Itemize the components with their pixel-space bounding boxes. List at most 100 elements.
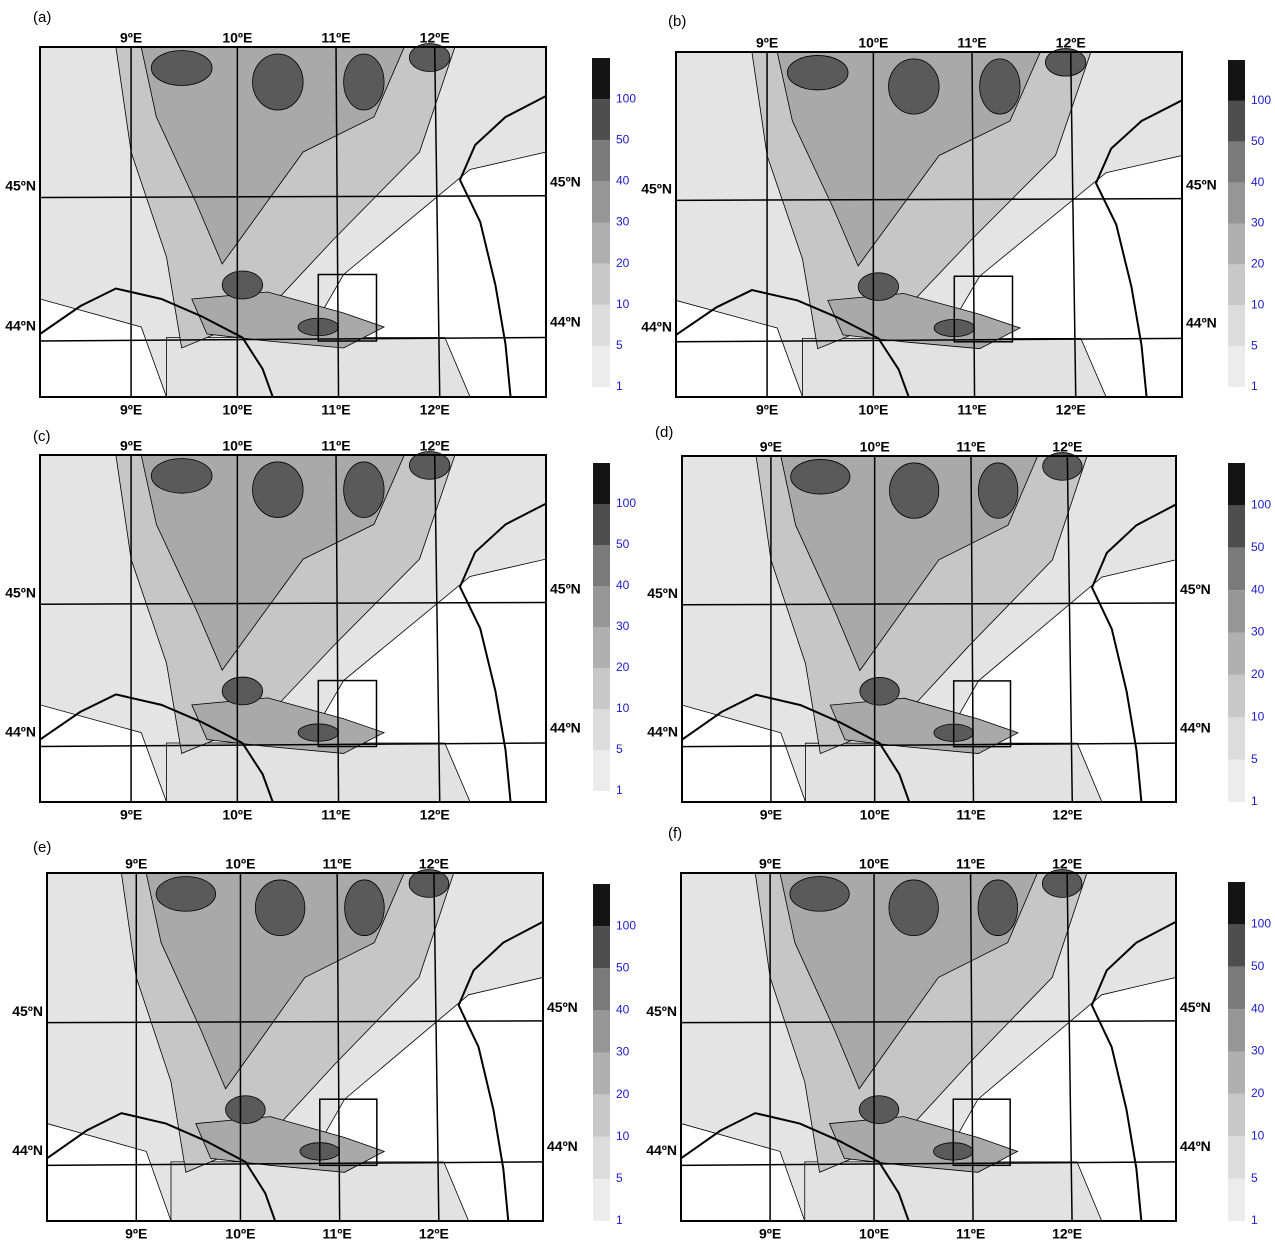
colorbar-label: 1 — [616, 1213, 623, 1227]
colorbar-label: 100 — [1251, 498, 1271, 512]
lon-label-bottom: 11ºE — [956, 807, 985, 823]
panel-label: (d) — [655, 424, 673, 441]
colorbar-label: 100 — [616, 918, 636, 932]
colorbar-label: 40 — [1251, 582, 1265, 596]
lon-label-top: 12ºE — [419, 856, 449, 872]
colorbar-label: 40 — [1251, 175, 1265, 189]
colorbar-label: 40 — [616, 578, 630, 592]
precip-maximum — [408, 43, 451, 72]
colorbar-label: 5 — [1251, 338, 1258, 352]
map-frame — [680, 872, 1177, 1222]
lat-label-left: 45ºN — [641, 181, 672, 197]
lat-label-right: 44ºN — [1186, 315, 1217, 331]
lat-label-left: 45ºN — [5, 585, 36, 601]
subdomain-box — [317, 273, 378, 342]
lon-label-top: 9ºE — [759, 856, 781, 872]
colorbar-label: 40 — [616, 1003, 630, 1017]
colorbar-label: 1 — [1251, 379, 1258, 393]
colorbar-segment — [593, 463, 610, 504]
lat-label-left: 45ºN — [12, 1003, 43, 1019]
precip-contour — [145, 872, 405, 1090]
lon-label-bottom: 12ºE — [420, 807, 450, 823]
colorbar-label: 40 — [616, 174, 630, 188]
colorbar-label: 30 — [1251, 216, 1265, 230]
map-panel: (d) 9ºE 9ºE 10ºE 10ºE 11ºE 11ºE 12ºE 12ºE 45ºN 45º… — [647, 424, 1271, 823]
colorbar-segment — [593, 1094, 610, 1137]
colorbar-segment — [593, 1178, 610, 1221]
lon-label-bottom: 10ºE — [222, 402, 252, 418]
map-frame — [39, 46, 547, 398]
precip-contour — [195, 1116, 386, 1173]
precip-contour — [805, 742, 1103, 803]
precip-maximum — [858, 1095, 900, 1124]
lon-label-bottom: 11ºE — [323, 1226, 352, 1242]
lon-label-top: 9ºE — [120, 438, 142, 454]
lat-label-left: 44ºN — [5, 318, 36, 334]
colorbar-segment — [1228, 547, 1245, 591]
colorbar-label: 5 — [616, 742, 623, 756]
parallel — [680, 1020, 1177, 1024]
precip-maximum — [343, 461, 385, 518]
coastline — [458, 502, 547, 803]
map-panel: (b) 9ºE 9ºE 10ºE 10ºE 11ºE 11ºE 12ºE 12ºE 45ºN 45º… — [641, 13, 1271, 418]
colorbar-label: 100 — [1251, 917, 1271, 931]
colorbar-segment — [1228, 1136, 1245, 1179]
colorbar-label: 5 — [616, 338, 623, 352]
lon-label-bottom: 12ºE — [419, 1226, 449, 1242]
lon-label-top: 11ºE — [321, 30, 350, 46]
lon-label-bottom: 11ºE — [956, 1226, 985, 1242]
colorbar-segment — [593, 968, 610, 1011]
colorbar-label: 50 — [1251, 134, 1265, 148]
map-panel: (f) 9ºE 9ºE 10ºE 10ºE 11ºE 11ºE 12ºE 12ºE 45ºN 45º… — [646, 825, 1271, 1242]
colorbar-segment — [592, 58, 610, 100]
lon-label-top: 10ºE — [860, 439, 890, 455]
lon-label-top: 10ºE — [859, 856, 889, 872]
lon-label-top: 11ºE — [956, 856, 985, 872]
lon-label-top: 12ºE — [1056, 35, 1086, 51]
precip-contour — [802, 337, 1107, 398]
precip-contour — [804, 1161, 1103, 1222]
colorbar-segment — [593, 926, 610, 969]
lat-label-right: 45ºN — [550, 174, 581, 190]
lon-label-top: 11ºE — [957, 35, 986, 51]
precip-maximum — [150, 458, 213, 494]
lon-label-bottom: 9ºE — [759, 1226, 781, 1242]
map-frame — [681, 455, 1177, 803]
precip-contour — [827, 293, 1022, 350]
coastline — [46, 1112, 277, 1222]
precip-contour — [140, 46, 405, 265]
colorbar-label: 10 — [1251, 297, 1265, 311]
colorbar-label: 20 — [1251, 667, 1265, 681]
lon-label-top: 11ºE — [323, 856, 352, 872]
colorbar-segment — [1228, 590, 1245, 633]
colorbar-label: 40 — [1251, 1001, 1265, 1015]
colorbar-label: 50 — [616, 132, 630, 146]
colorbar-label: 5 — [1251, 1171, 1258, 1185]
lon-label-top: 10ºE — [222, 438, 252, 454]
parallel — [680, 1161, 1177, 1167]
colorbar-segment — [593, 668, 610, 709]
lon-label-top: 10ºE — [858, 35, 888, 51]
precip-maximum — [408, 869, 450, 898]
colorbar-segment — [1228, 60, 1245, 101]
lon-label-bottom: 9ºE — [120, 402, 142, 418]
subdomain-box — [952, 1098, 1011, 1167]
precip-maximum — [979, 58, 1021, 115]
lat-label-left: 45ºN — [5, 178, 36, 194]
colorbar-segment — [592, 222, 610, 264]
lat-label-right: 44ºN — [1180, 1138, 1211, 1154]
colorbar-label: 5 — [1251, 752, 1258, 766]
map-panel: (c) 9ºE 9ºE 10ºE 10ºE 11ºE 11ºE 12ºE 12ºE 45ºN 45º… — [5, 428, 636, 823]
lon-label-bottom: 12ºE — [1052, 807, 1082, 823]
colorbar-segment — [1228, 100, 1245, 142]
colorbar-segment — [593, 709, 610, 750]
precip-maximum — [221, 270, 264, 300]
lon-label-bottom: 10ºE — [859, 1226, 889, 1242]
precip-contour — [170, 1161, 470, 1222]
lat-label-left: 45ºN — [647, 585, 678, 601]
colorbar-segment — [1228, 305, 1245, 347]
lat-label-right: 44ºN — [547, 1138, 578, 1154]
colorbar-segment — [1228, 1178, 1245, 1221]
lat-label-left: 45ºN — [646, 1003, 677, 1019]
map-frame — [675, 51, 1183, 398]
